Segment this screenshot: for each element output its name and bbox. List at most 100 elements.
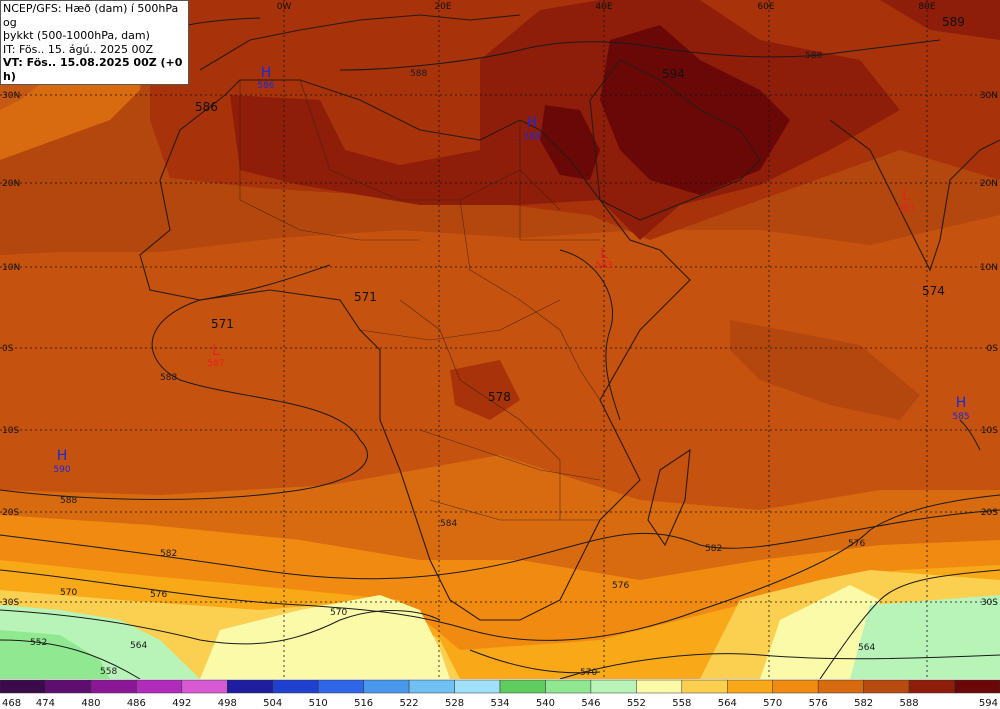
legend-label: 582 (854, 698, 873, 709)
svg-text:H: H (956, 395, 967, 411)
lat-label: 20N (2, 179, 20, 189)
legend-label: 534 (490, 698, 509, 709)
legend-label: 480 (81, 698, 100, 709)
legend-swatch (545, 679, 592, 694)
lat-label: 30S (2, 598, 19, 608)
lat-label: 30N (2, 91, 20, 101)
weather-map: 588 588 588 588 588 582 582 576 576 570 … (0, 0, 1000, 679)
legend-swatch (181, 679, 228, 694)
lon-label: 20E (434, 2, 451, 12)
contour-label: 588 (60, 496, 77, 506)
lat-label: 20S (981, 508, 998, 518)
legend-swatch (90, 679, 137, 694)
legend-swatch (272, 679, 319, 694)
lat-label: 10S (2, 426, 19, 436)
legend-label: 510 (309, 698, 328, 709)
legend-label: 528 (445, 698, 464, 709)
contour-label: 570 (330, 608, 347, 618)
contour-label: 576 (612, 581, 629, 591)
svg-text:L: L (212, 343, 220, 359)
thickness-shading-594-arabia (600, 25, 790, 195)
legend-label: 468 (2, 698, 21, 709)
legend-swatch (681, 679, 728, 694)
legend-swatch (499, 679, 546, 694)
legend-label: 516 (354, 698, 373, 709)
legend-label: 552 (627, 698, 646, 709)
svg-text:587: 587 (207, 359, 224, 369)
latitude-labels-left: 30N 20N 10N 0S 10S 20S 30S (2, 91, 20, 608)
legend-swatch (817, 679, 864, 694)
legend-label: 522 (400, 698, 419, 709)
legend-label: 504 (263, 698, 282, 709)
map-info-box: NCEP/GFS: Hæð (dam) í 500hPa og þykkt (5… (0, 0, 189, 85)
low-center-india: L 583 (897, 188, 914, 214)
thickness-shading-congo-patch (450, 360, 520, 420)
thickness-label: 574 (922, 284, 945, 298)
longitude-labels: 0W 20E 40E 60E 80E (277, 2, 936, 12)
svg-text:L: L (600, 246, 608, 262)
legend-label: 594 (979, 698, 998, 709)
legend-swatch (317, 679, 364, 694)
legend-label: 492 (172, 698, 191, 709)
lat-label: 0S (987, 344, 999, 354)
coastlines (139, 14, 1000, 621)
legend-swatch (727, 679, 773, 694)
info-init-time: IT: Fös.. 15. ágú.. 2025 00Z (3, 42, 154, 56)
contour-label: 588 (410, 69, 427, 79)
legend-label: 570 (763, 698, 782, 709)
thickness-shading-594-egypt (540, 105, 600, 180)
lat-label: 30N (980, 91, 998, 101)
legend-label: 540 (536, 698, 555, 709)
high-center-nw-africa: H 586 (257, 65, 274, 91)
legend-swatch (227, 679, 273, 694)
legend-swatch (0, 679, 46, 694)
thickness-label: 589 (942, 15, 965, 29)
thickness-shading-588-asia (880, 0, 1000, 40)
info-subtitle: þykkt (500-1000hPa, dam) (3, 29, 150, 42)
legend-swatch (408, 679, 455, 694)
info-valid-time: VT: Fös.. 15.08.2025 00Z (+0 h) (3, 56, 183, 83)
legend-swatch (636, 679, 683, 694)
thickness-shading-534 (0, 630, 110, 679)
svg-text:L: L (902, 188, 910, 204)
high-center-indian-ocean: H 585 (952, 395, 969, 422)
lat-label: 0S (2, 344, 14, 354)
legend-label: 588 (900, 698, 919, 709)
contour-label: 552 (30, 638, 47, 648)
svg-text:588: 588 (523, 132, 540, 142)
contour-label: 584 (440, 519, 457, 529)
lat-label: 20S (2, 508, 19, 518)
high-center-arabia: H 588 (523, 115, 540, 142)
contour-label: 564 (130, 641, 147, 651)
borders (239, 79, 601, 521)
contour-label: 588 (160, 373, 177, 383)
legend-swatch (908, 679, 955, 694)
legend-swatches (0, 679, 1000, 694)
thickness-label: 594 (662, 67, 685, 81)
lat-label: 10N (980, 263, 998, 273)
legend-label: 486 (127, 698, 146, 709)
contour-label: 582 (705, 544, 722, 554)
thickness-shading-546-west (200, 595, 450, 679)
legend-swatch (863, 679, 910, 694)
lat-lon-grid (0, 0, 1000, 679)
legend-label: 564 (718, 698, 737, 709)
lon-label: 40E (595, 2, 612, 12)
color-legend: 468 474 480 486 492 498 504 510 516 522 528 534 540 5… (0, 679, 1000, 709)
legend-swatch (363, 679, 410, 694)
svg-text:583: 583 (897, 204, 914, 214)
svg-text:590: 590 (53, 465, 70, 475)
legend-swatch (136, 679, 183, 694)
lon-label: 60E (757, 2, 774, 12)
lon-label: 80E (918, 2, 935, 12)
thickness-label: 571 (211, 317, 234, 331)
contour-label: 576 (150, 590, 167, 600)
legend-label: 474 (36, 698, 55, 709)
low-center-horn-africa: L 583 (595, 246, 612, 271)
low-center-gulf-guinea: L 587 (207, 343, 224, 369)
lat-label: 10N (2, 263, 20, 273)
thickness-label: 578 (488, 390, 511, 404)
height-contours (0, 17, 1000, 679)
info-model-title: NCEP/GFS: Hæð (dam) í 500hPa og (3, 2, 179, 29)
contour-label: 570 (60, 588, 77, 598)
